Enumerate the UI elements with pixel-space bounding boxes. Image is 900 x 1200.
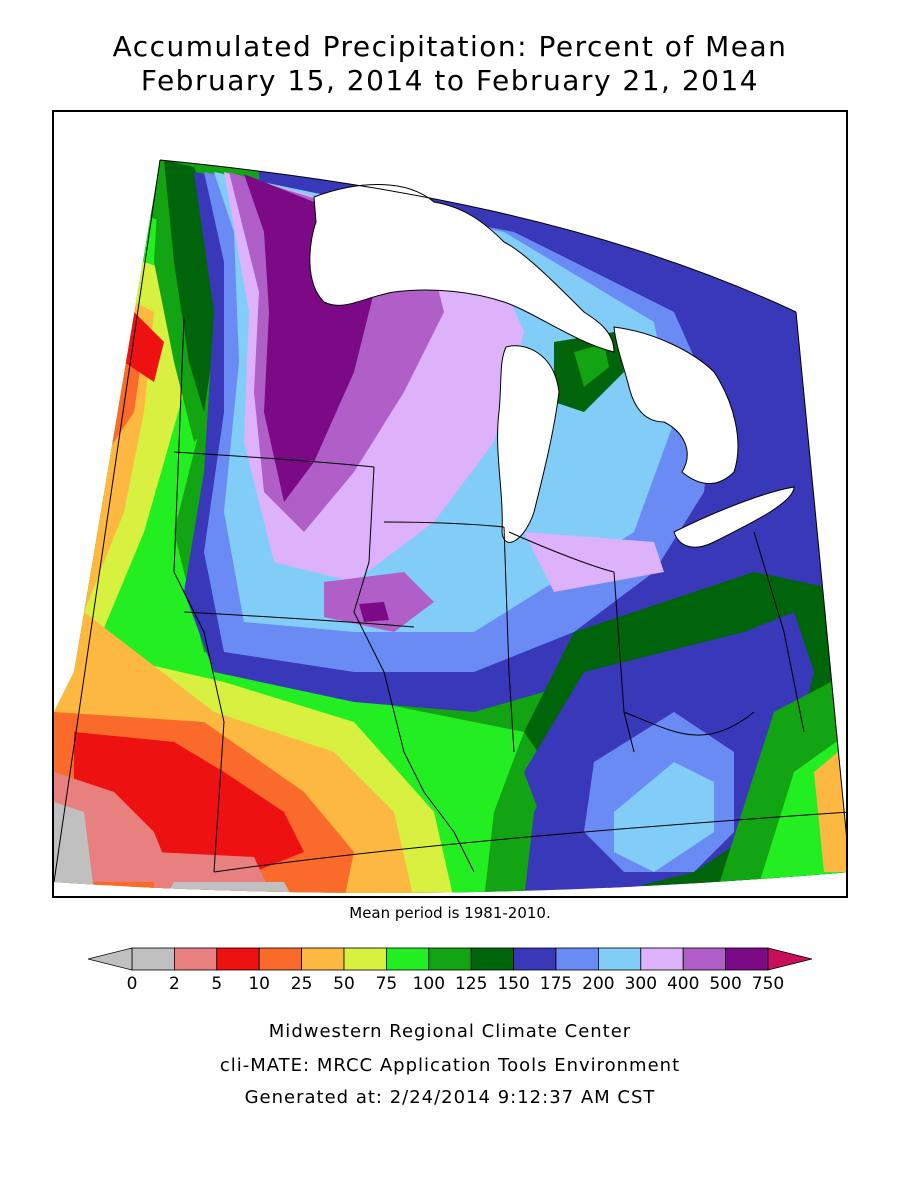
state-boundaries bbox=[159, 159, 846, 873]
legend-swatch bbox=[131, 947, 175, 971]
legend-swatch bbox=[343, 947, 387, 971]
boundary-il-in bbox=[503, 526, 515, 753]
legend-swatch bbox=[640, 947, 684, 971]
boundary-south bbox=[213, 811, 846, 873]
map-title-line2: February 15, 2014 to February 21, 2014 bbox=[140, 64, 760, 97]
legend-label: 400 bbox=[666, 974, 700, 994]
precipitation-field bbox=[54, 160, 846, 893]
boundary-mi-in-oh bbox=[508, 531, 615, 573]
boundary-ohio-river bbox=[623, 711, 755, 736]
legend-label: 10 bbox=[248, 974, 271, 994]
legend-label: 500 bbox=[709, 974, 742, 994]
legend-swatch bbox=[385, 947, 430, 971]
projection-edge-west bbox=[54, 159, 161, 883]
legend-swatch bbox=[597, 947, 642, 971]
legend-label: 50 bbox=[333, 974, 355, 994]
legend-label: 25 bbox=[290, 974, 313, 994]
boundary-wi-il bbox=[383, 521, 505, 528]
projection-edge-east bbox=[795, 311, 846, 836]
legend-swatch bbox=[216, 947, 260, 971]
legend-swatch bbox=[428, 947, 472, 971]
legend-label: 5 bbox=[211, 974, 223, 994]
legend-label: 200 bbox=[582, 974, 615, 994]
footer-organization: Midwestern Regional Climate Center bbox=[268, 1021, 632, 1042]
coast-superior bbox=[309, 184, 615, 353]
legend-label: 125 bbox=[454, 974, 488, 994]
field-200-300 bbox=[614, 762, 714, 872]
legend-swatch bbox=[301, 947, 345, 971]
legend-label: 300 bbox=[624, 974, 658, 994]
boundary-west-states bbox=[173, 316, 225, 873]
boundary-ia-mo bbox=[183, 611, 415, 628]
coast-huron bbox=[613, 326, 739, 485]
legend-label: 150 bbox=[497, 974, 530, 994]
boundary-north bbox=[159, 159, 797, 313]
legend-swatch bbox=[682, 947, 727, 971]
lake-superior bbox=[309, 184, 614, 352]
boundary-mississippi bbox=[353, 466, 475, 873]
precipitation-map-svg bbox=[54, 112, 846, 893]
legend-swatch bbox=[725, 947, 769, 971]
precipitation-map bbox=[52, 110, 848, 898]
legend-swatch bbox=[513, 947, 557, 971]
map-title-line1: Accumulated Precipitation: Percent of Me… bbox=[112, 30, 788, 63]
legend-swatch bbox=[258, 947, 302, 971]
legend-label: 75 bbox=[375, 974, 398, 994]
color-legend bbox=[88, 947, 812, 971]
lake-erie bbox=[674, 487, 794, 548]
canada-area bbox=[254, 112, 846, 246]
boundary-oh-pa bbox=[753, 531, 805, 733]
legend-low-arrow bbox=[88, 947, 133, 971]
legend-label: 100 bbox=[412, 974, 446, 994]
legend-label: 2 bbox=[168, 974, 180, 994]
coast-erie bbox=[673, 486, 795, 548]
boundary-mn-ia bbox=[173, 451, 375, 468]
legend-label: 0 bbox=[126, 974, 138, 994]
legend-swatch bbox=[174, 947, 218, 971]
footer-tool-name: cli-MATE: MRCC Application Tools Environ… bbox=[219, 1055, 681, 1076]
lake-michigan bbox=[497, 345, 559, 543]
field-2-5 bbox=[54, 772, 274, 893]
legend-swatch bbox=[470, 947, 515, 971]
coast-michigan bbox=[497, 345, 560, 543]
legend-swatch bbox=[555, 947, 599, 971]
legend-high-arrow bbox=[767, 947, 812, 971]
mean-period-note: Mean period is 1981-2010. bbox=[349, 904, 551, 922]
legend-label: 750 bbox=[751, 974, 785, 994]
legend-label: 175 bbox=[539, 974, 573, 994]
footer-generated-time: Generated at: 2/24/2014 9:12:37 AM CST bbox=[244, 1087, 656, 1108]
legend-swatches bbox=[131, 947, 769, 971]
field-100-125 bbox=[574, 344, 609, 387]
